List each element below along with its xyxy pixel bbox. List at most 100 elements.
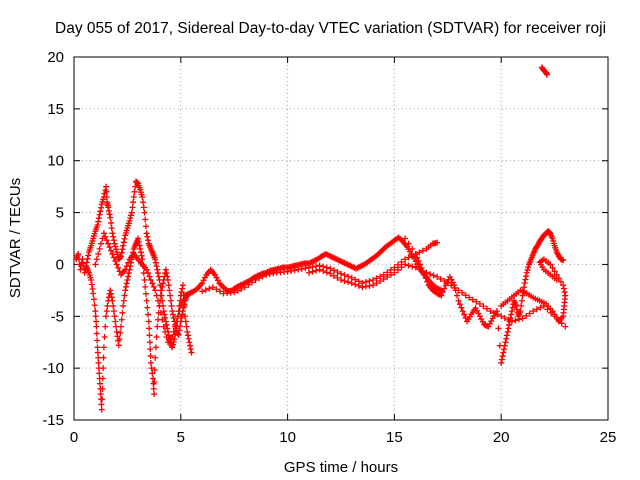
data-point [412,264,419,271]
data-point [91,302,98,309]
data-point [175,331,182,338]
data-point [141,276,148,283]
data-point [405,240,412,247]
data-point [380,246,387,253]
data-point [97,391,104,398]
data-point [316,266,323,273]
data-point [96,380,103,387]
data-point [424,278,431,285]
data-point [152,259,159,266]
data-point [106,211,113,218]
data-point [415,257,422,264]
data-point [120,297,127,304]
data-point [517,308,524,315]
data-point [161,311,168,318]
data-point [284,268,291,275]
data-point [184,328,191,335]
data-point [153,292,160,299]
y-tick-label: 10 [47,153,64,170]
grid-lines [74,57,608,420]
data-point [122,266,129,273]
data-point [493,308,500,315]
data-point [127,215,134,222]
data-point [341,272,348,279]
data-point [105,207,112,214]
data-point [518,297,525,304]
data-point [167,292,174,299]
data-point [170,328,177,335]
data-point [126,217,133,224]
data-point [145,318,152,325]
data-point [334,274,341,281]
data-point [384,273,391,280]
data-point [187,346,194,353]
x-tick-labels: 0 5 10 15 20 25 [70,429,617,446]
data-point [103,188,110,195]
data-point [338,270,344,277]
data-point [370,276,377,283]
data-point [551,268,558,275]
data-point [137,249,144,256]
data-point [178,289,185,296]
data-point [348,280,355,287]
data-point [479,318,486,325]
data-point [108,219,115,226]
data-point [359,284,366,291]
data-point [456,301,463,308]
data-point [461,311,468,318]
data-point [158,287,165,294]
data-point [105,240,112,247]
data-point [305,269,312,276]
x-axis-label: GPS time / hours [284,459,398,476]
data-point [444,279,451,286]
y-tick-label: -10 [42,360,64,377]
data-point [449,279,456,286]
data-point [441,285,448,292]
data-point [512,317,519,324]
y-axis-label: SDTVAR / TECUs [7,178,24,298]
data-point [153,334,160,341]
data-point [434,273,441,280]
data-point [553,271,560,278]
data-point [157,309,164,316]
data-point [502,339,509,346]
data-point [506,318,513,325]
data-point [117,254,124,261]
data-point [302,265,309,272]
data-point [448,276,455,283]
data-point [89,285,96,292]
data-point [352,281,359,288]
data-point [183,323,190,330]
data-point [370,282,377,289]
data-point [123,280,130,287]
data-point [112,318,119,325]
data-point [155,297,162,304]
data-point [140,204,147,211]
data-point [116,336,123,343]
data-point [147,359,154,366]
data-point [263,271,270,278]
data-point [231,289,238,296]
data-point [476,313,483,320]
data-point [131,188,138,195]
data-point [95,215,102,222]
x-tick-label: 20 [493,429,510,446]
data-point [462,315,469,322]
data-point [169,311,176,318]
data-point [524,266,531,273]
data-point [522,276,529,283]
data-point [558,278,565,285]
data-point [148,365,155,372]
data-point [521,280,528,287]
data-point [327,265,334,272]
data-point [176,327,183,334]
data-point [142,216,149,223]
data-point [160,280,166,287]
data-point [122,283,129,290]
data-point [163,334,170,341]
data-point [93,330,100,337]
data-point [206,285,213,292]
data-point [173,318,180,325]
series-track-g [498,256,569,325]
data-point [454,292,461,299]
